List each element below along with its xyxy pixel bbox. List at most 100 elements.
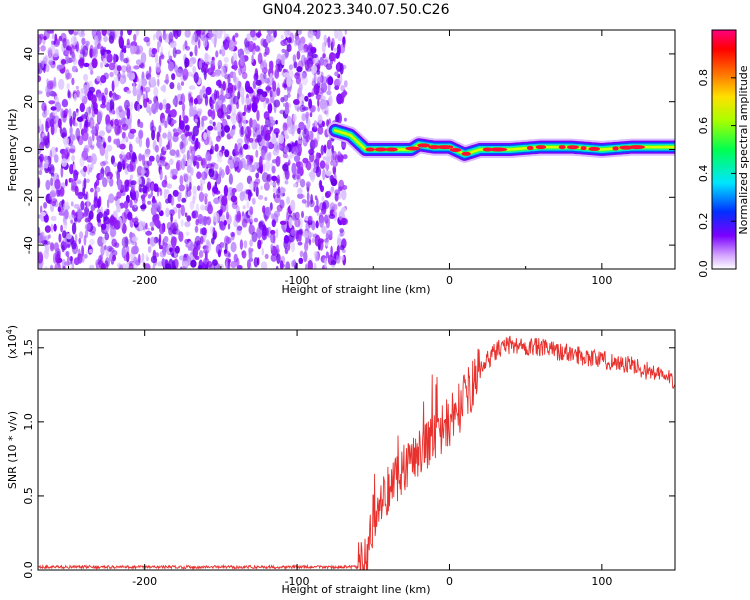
noise-speckle [288,216,293,229]
noise-speckle [159,169,163,181]
noise-speckle [321,225,328,235]
noise-speckle [305,133,310,143]
noise-speckle [57,206,61,213]
noise-speckle [282,152,288,159]
noise-speckle [337,234,341,245]
noise-speckle [201,115,208,121]
noise-speckle [249,206,254,215]
noise-speckle [77,208,83,220]
colorbar-tick-label: 0.6 [697,117,710,135]
colorbar-gradient [711,29,737,270]
noise-speckle [44,109,50,116]
colorbar-tick-label: 0.8 [697,69,710,87]
noise-speckle [315,152,320,164]
noise-speckle [287,143,292,153]
noise-speckle [90,69,94,75]
noise-speckle [105,257,110,268]
noise-speckle [276,253,281,265]
noise-speckle [96,137,102,149]
noise-speckle [225,88,230,96]
noise-speckle [228,90,233,99]
noise-speckle [164,263,172,269]
noise-speckle [167,131,173,142]
noise-speckle [146,103,150,112]
noise-speckle [158,102,163,111]
noise-speckle [181,103,186,112]
noise-speckle [270,229,276,235]
noise-speckle [257,194,264,200]
noise-speckle [140,52,147,64]
noise-speckle [71,133,75,141]
noise-speckle [198,250,204,258]
noise-speckle [336,245,340,256]
noise-speckle [39,153,44,163]
noise-speckle [341,217,347,226]
noise-speckle [164,79,170,84]
noise-speckle [71,240,77,250]
noise-speckle [339,228,345,234]
noise-speckle [261,247,264,256]
noise-speckle [200,158,204,166]
noise-speckle [44,137,50,149]
noise-speckle [266,139,270,149]
noise-speckle [294,155,301,163]
noise-speckle [311,87,316,96]
noise-speckle [69,164,74,175]
noise-speckle [100,245,105,256]
noise-speckle [192,66,197,74]
noise-speckle [184,57,190,68]
noise-speckle [309,92,315,97]
noise-speckle [51,201,57,207]
noise-speckle [239,146,244,156]
noise-speckle [50,124,55,136]
noise-speckle [315,84,319,96]
noise-speckle [266,30,274,35]
x-tick-label: -100 [285,274,310,287]
noise-speckle [71,222,77,235]
noise-speckle [138,253,141,263]
noise-speckle [265,117,271,128]
noise-speckle [279,220,287,225]
noise-speckle [158,238,161,247]
noise-speckle [323,144,327,154]
noise-speckle [121,236,129,248]
noise-speckle [252,95,256,104]
noise-speckle [272,149,279,156]
noise-speckle [71,261,75,269]
noise-speckle [184,40,188,49]
noise-speckle [321,195,325,202]
noise-speckle [224,250,231,257]
noise-speckle [233,253,238,263]
noise-speckle [63,220,68,230]
noise-speckle [168,61,174,72]
noise-speckle [104,51,108,59]
noise-speckle [249,239,253,247]
noise-speckle [206,216,212,226]
noise-speckle [141,167,145,177]
noise-speckle [170,222,177,234]
noise-speckle [45,179,51,191]
noise-speckle [52,52,59,58]
noise-speckle [130,65,133,71]
y-tick-label: -20 [22,188,35,206]
noise-speckle [297,187,303,195]
noise-speckle [246,259,251,269]
noise-speckle [309,112,313,118]
noise-speckle [269,35,275,42]
noise-speckle [286,211,289,223]
noise-speckle [265,129,272,135]
noise-speckle [189,51,193,57]
noise-speckle [288,64,293,71]
noise-speckle [102,177,108,188]
noise-speckle [308,238,312,246]
noise-speckle [181,197,187,203]
noise-speckle [224,235,230,246]
noise-speckle [260,124,265,137]
noise-speckle [133,65,140,70]
noise-speckle [164,174,167,185]
noise-speckle [89,264,95,269]
noise-speckle [97,92,102,102]
noise-speckle [307,44,314,57]
noise-speckle [77,253,83,264]
noise-speckle [213,197,220,205]
